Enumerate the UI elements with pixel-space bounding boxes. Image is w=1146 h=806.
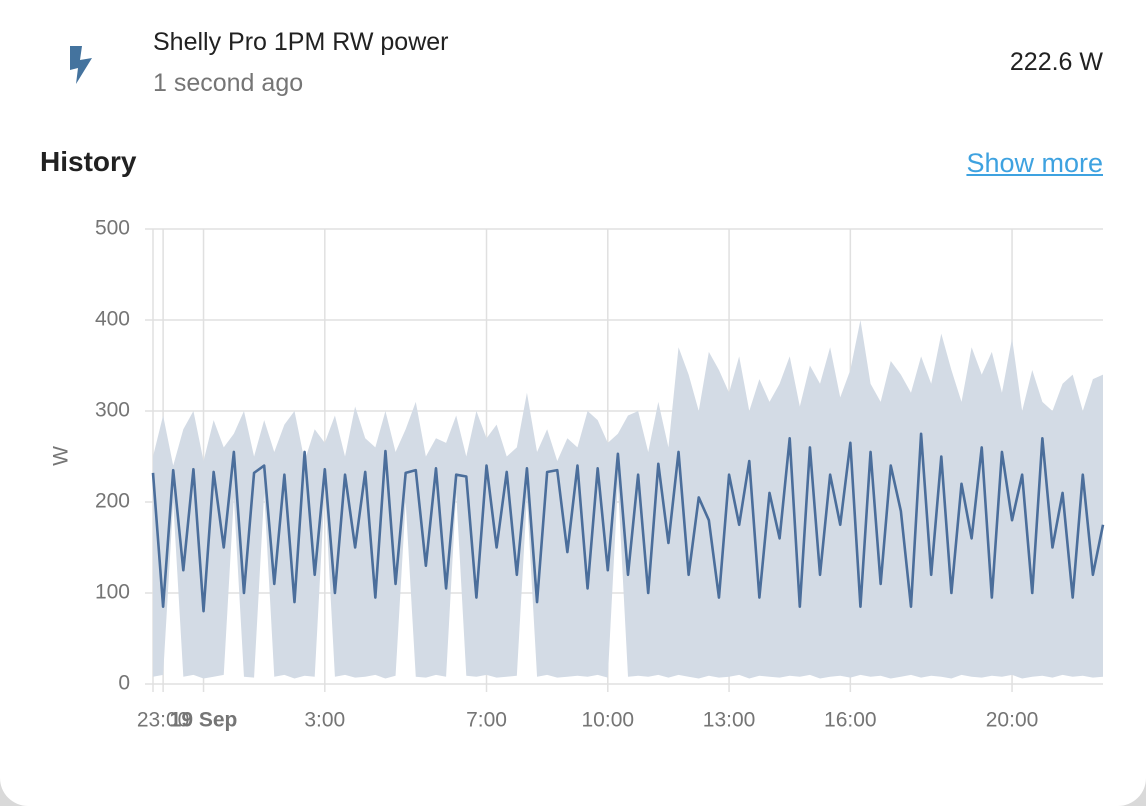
- min-max-band: [153, 320, 1103, 679]
- x-tick-label: 13:00: [703, 709, 756, 732]
- y-tick-label: 0: [118, 672, 130, 695]
- x-tick-label: 20:00: [986, 709, 1039, 732]
- lightning-icon: [70, 46, 92, 84]
- entity-state: 222.6 W: [1009, 48, 1103, 76]
- x-tick-label: 3:00: [304, 709, 345, 732]
- last-changed: 1 second ago: [153, 69, 304, 97]
- x-tick-label: 16:00: [824, 709, 877, 732]
- x-tick-label: 23:00: [137, 709, 190, 732]
- y-tick-label: 500: [95, 217, 130, 240]
- y-tick-label: 400: [95, 308, 130, 331]
- y-tick-label: 200: [95, 490, 130, 513]
- mean-line: [151, 432, 1105, 613]
- x-tick-label: 10:00: [582, 709, 635, 732]
- x-tick-label: 7:00: [466, 709, 507, 732]
- show-more-link[interactable]: Show more: [966, 148, 1103, 178]
- y-tick-label: 300: [95, 399, 130, 422]
- x-tick-label: 19 Sep: [170, 709, 238, 732]
- section-title: History: [40, 146, 137, 177]
- y-axis-label: W: [50, 446, 73, 466]
- y-tick-label: 100: [95, 581, 130, 604]
- entity-name: Shelly Pro 1PM RW power: [153, 28, 449, 56]
